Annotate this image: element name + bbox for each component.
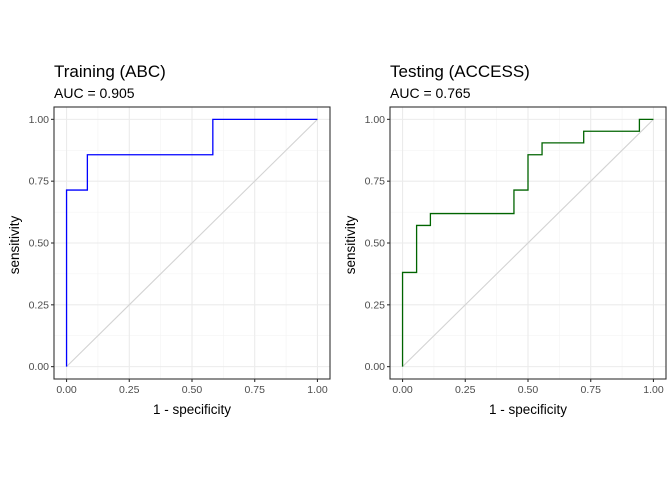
testing-plot-area: 0.00 0.25 0.50 0.75 1.00 0.00 0.25 0.50 0.75 1.00 xyxy=(365,106,667,396)
training-roc-panel: Training (ABC) AUC = 0.905 0.00 0.25 0.50 0… xyxy=(7,62,331,417)
testing-x-tick-label: 1.00 xyxy=(643,384,664,396)
testing-x-axis-title: 1 - specificity xyxy=(489,402,567,417)
testing-y-tick-label: 1.00 xyxy=(365,114,386,126)
testing-x-tick-label: 0.25 xyxy=(455,384,476,396)
testing-y-tick-label: 0.25 xyxy=(365,299,386,311)
testing-roc-panel: Testing (ACCESS) AUC = 0.765 0.00 0.25 0.5… xyxy=(343,62,667,417)
training-plot-area: 0.00 0.25 0.50 0.75 1.00 0.00 0.25 0.50 0.75 1.00 xyxy=(29,106,331,396)
training-panel-title: Training (ABC) xyxy=(54,62,166,81)
training-y-tick-label: 0.25 xyxy=(29,299,50,311)
training-y-tick-label: 0.00 xyxy=(29,361,50,373)
training-y-axis-title: sensitivity xyxy=(7,215,22,274)
testing-y-axis-title: sensitivity xyxy=(343,215,358,274)
training-x-tick-label: 0.75 xyxy=(245,384,266,396)
testing-roc-curve xyxy=(401,118,654,367)
testing-y-tick-label: 0.75 xyxy=(365,176,386,188)
training-roc-curve xyxy=(65,118,318,367)
training-y-tick-label: 1.00 xyxy=(29,114,50,126)
training-x-tick-label: 0.00 xyxy=(56,384,77,396)
testing-panel-subtitle: AUC = 0.765 xyxy=(390,85,471,101)
testing-x-tick-label: 0.75 xyxy=(581,384,602,396)
testing-y-tick-label: 0.00 xyxy=(365,361,386,373)
training-panel-subtitle: AUC = 0.905 xyxy=(54,85,135,101)
training-y-tick-label: 0.75 xyxy=(29,176,50,188)
testing-y-tick-label: 0.50 xyxy=(365,238,386,250)
training-x-tick-label: 1.00 xyxy=(307,384,328,396)
testing-panel-title: Testing (ACCESS) xyxy=(390,62,530,81)
training-x-axis-title: 1 - specificity xyxy=(153,402,231,417)
training-x-tick-label: 0.25 xyxy=(119,384,140,396)
training-diagonal-reference-line xyxy=(66,118,318,368)
training-x-tick-label: 0.50 xyxy=(182,384,203,396)
training-y-tick-label: 0.50 xyxy=(29,238,50,250)
testing-x-tick-label: 0.00 xyxy=(392,384,413,396)
testing-x-tick-label: 0.50 xyxy=(518,384,539,396)
testing-diagonal-reference-line xyxy=(402,118,654,368)
